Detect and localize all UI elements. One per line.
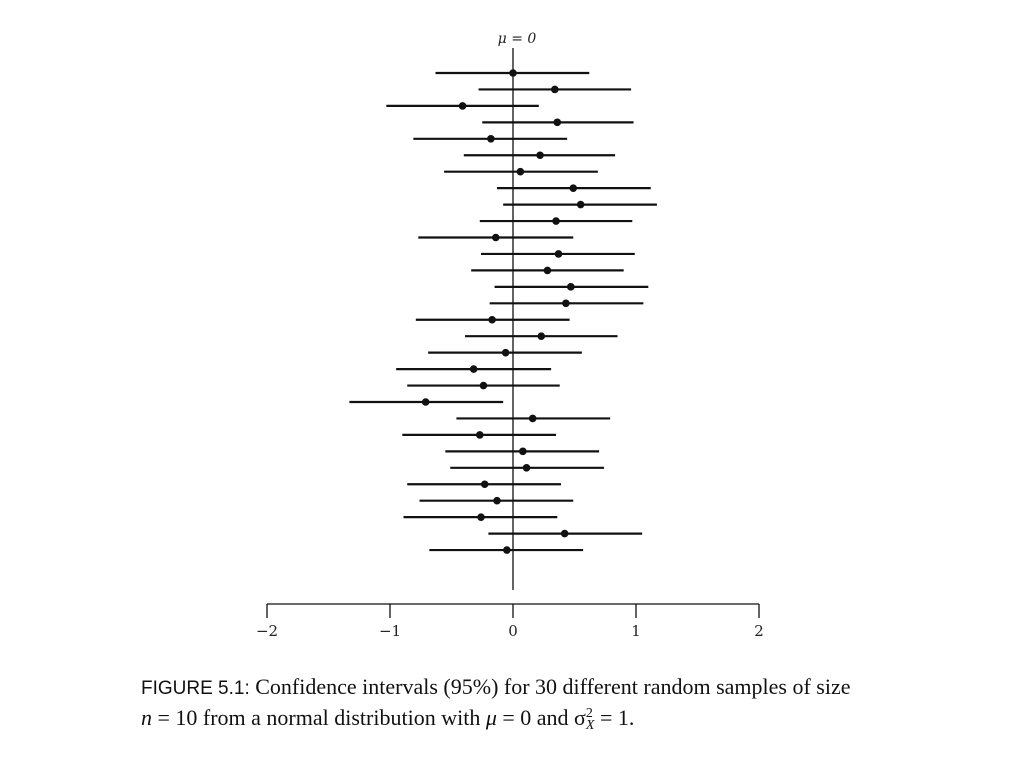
interval-mean-point-24 — [519, 447, 527, 456]
caption-text-b: = 0 and σ — [496, 705, 586, 730]
interval-mean-point-16 — [488, 315, 496, 324]
interval-mean-point-18 — [501, 348, 510, 357]
interval-mean-point-13 — [543, 266, 552, 275]
interval-mean-point-22 — [528, 414, 537, 423]
interval-mean-point-23 — [475, 431, 484, 439]
interval-mean-point-29 — [560, 529, 569, 538]
interval-mean-point-9 — [576, 200, 585, 209]
x-tick-label-3: 1 — [631, 622, 641, 640]
interval-mean-point-3 — [458, 102, 467, 110]
x-tick-label-0: −2 — [256, 622, 278, 640]
interval-mean-point-19 — [469, 365, 478, 373]
interval-mean-point-25 — [522, 464, 531, 472]
caption-n-symbol: n — [141, 705, 152, 730]
interval-mean-point-12 — [554, 250, 563, 258]
caption-text-a: = 10 from a normal distribution with — [152, 705, 486, 730]
caption-text-c: = 1. — [594, 705, 635, 730]
x-tick-label-4: 2 — [754, 622, 764, 640]
caption-line-2: n = 10 from a normal distribution with μ… — [141, 703, 941, 732]
interval-mean-point-15 — [562, 299, 570, 308]
interval-mean-point-14 — [567, 283, 575, 291]
interval-mean-point-6 — [536, 151, 544, 160]
interval-mean-point-7 — [516, 167, 525, 176]
interval-mean-point-26 — [480, 480, 489, 489]
interval-mean-point-4 — [553, 118, 562, 127]
interval-mean-point-8 — [569, 184, 578, 192]
interval-mean-point-17 — [537, 332, 546, 341]
x-tick-label-2: 0 — [508, 622, 518, 640]
interval-series — [349, 69, 657, 554]
interval-mean-point-21 — [421, 398, 430, 406]
interval-mean-point-1 — [509, 69, 517, 77]
interval-mean-point-28 — [477, 513, 485, 521]
reference-line-label: μ = 0 — [498, 31, 537, 47]
interval-mean-point-27 — [493, 496, 501, 505]
interval-mean-point-2 — [551, 85, 559, 94]
interval-mean-point-20 — [479, 381, 488, 390]
interval-mean-point-30 — [503, 546, 511, 554]
figure-caption: FIGURE 5.1: Confidence intervals (95%) f… — [141, 672, 941, 732]
confidence-interval-chart: μ = 0 −2 −1 0 1 2 — [256, 31, 764, 640]
caption-figure-label: FIGURE 5.1: — [141, 678, 250, 699]
caption-mu-symbol: μ — [485, 705, 497, 730]
x-tick-label-1: −1 — [379, 622, 401, 640]
interval-mean-point-10 — [552, 217, 560, 225]
interval-mean-point-5 — [487, 135, 495, 143]
x-axis: −2 −1 0 1 2 — [256, 603, 764, 640]
interval-mean-point-11 — [491, 233, 500, 242]
caption-line-1: Confidence intervals (95%) for 30 differ… — [249, 674, 851, 699]
